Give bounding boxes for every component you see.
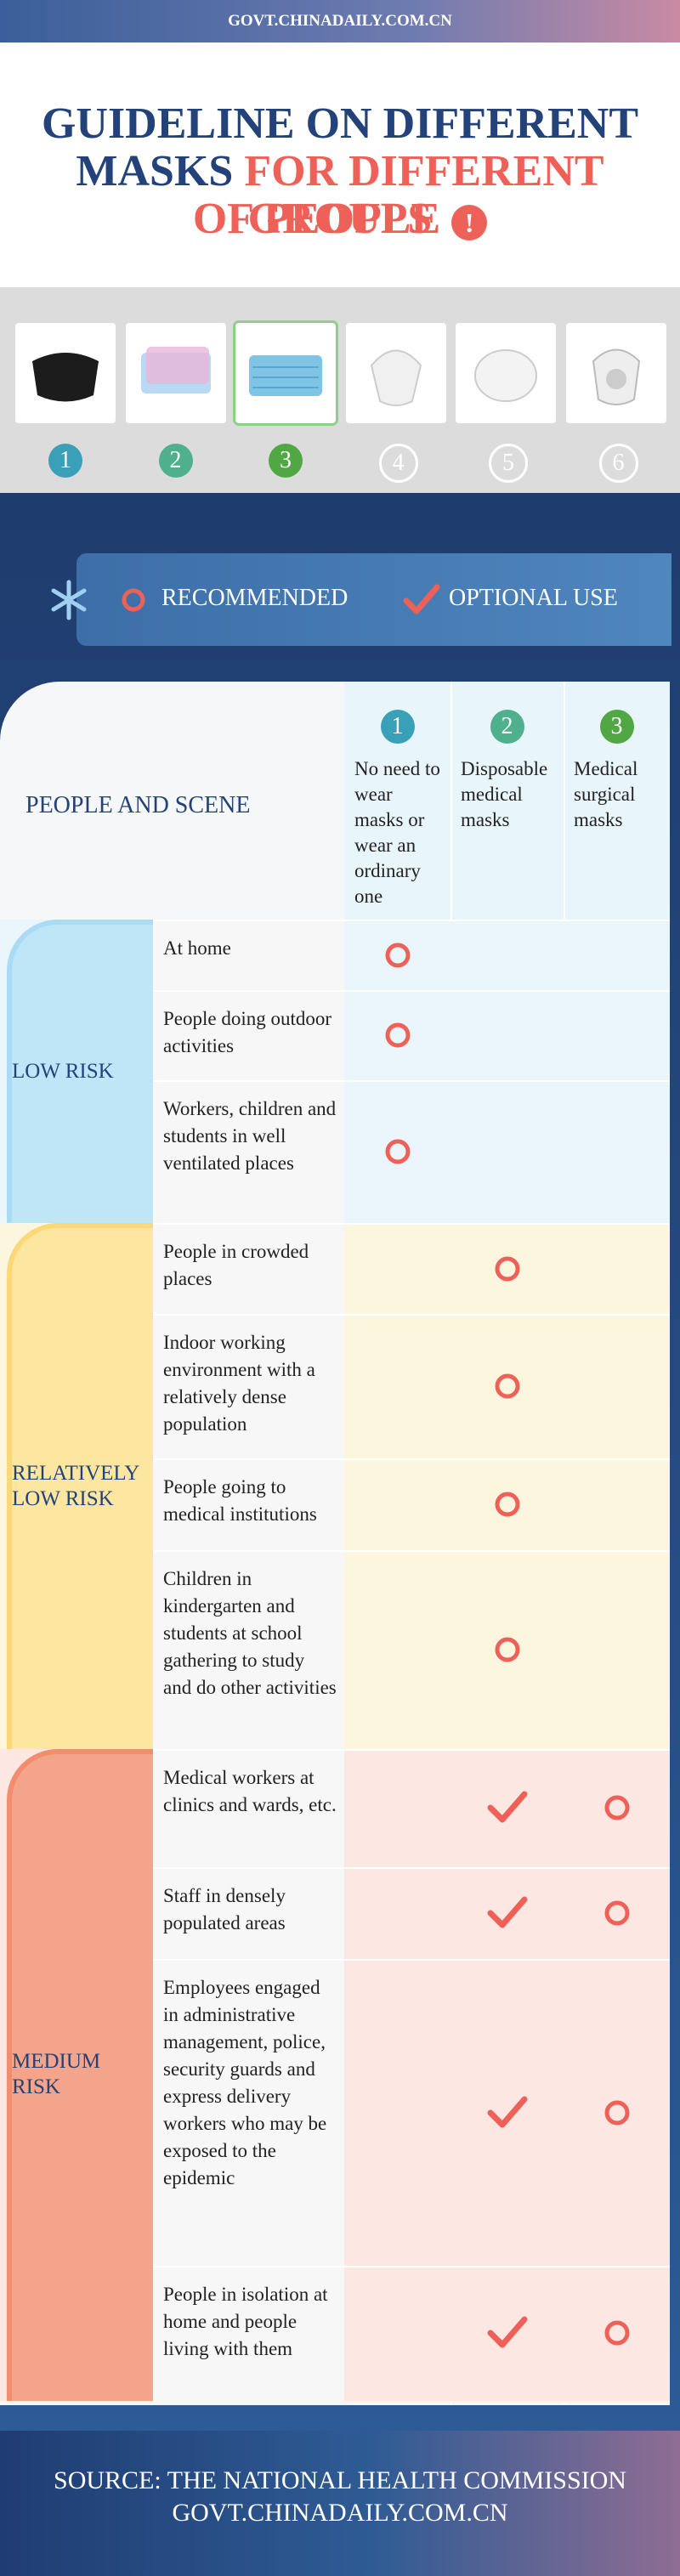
scene-cell	[153, 2266, 344, 2401]
risk-label: LOW RISK	[12, 1059, 114, 1083]
column-label: No need to wear masks or wear an ordinar…	[354, 758, 440, 907]
column-number: 1	[380, 710, 415, 744]
scene-cell	[153, 1866, 344, 1959]
scene-cell	[153, 1313, 344, 1458]
mask-number: 4	[378, 444, 418, 483]
mask-image	[565, 323, 666, 423]
column-number: 2	[490, 710, 524, 744]
column-label: Medical surgical masks	[574, 758, 638, 830]
scene-cell	[153, 1458, 344, 1550]
mask-number: 3	[269, 444, 303, 478]
recommended-mark	[385, 943, 410, 968]
row-divider	[344, 990, 670, 993]
scene-text: People in crowded places	[163, 1241, 309, 1290]
recommended-mark	[604, 2320, 629, 2346]
scene-text: Employees engaged in administrative mana…	[163, 1976, 327, 2188]
title-line: OF PEOPLE !	[0, 195, 680, 243]
row-divider	[344, 1958, 670, 1961]
recommended-mark	[495, 1256, 519, 1282]
mask-drawing	[592, 348, 640, 405]
row-divider	[344, 1080, 670, 1083]
row-divider	[344, 2266, 670, 2268]
risk-label: RELATIVELY LOW RISK	[12, 1461, 139, 1510]
column-label: Disposable medical masks	[461, 758, 548, 830]
scene-text: People going to medical institutions	[163, 1475, 317, 1525]
title-part: FOR DIFFERENT GROUPS	[244, 147, 604, 243]
footer-source: SOURCE: THE NATIONAL HEALTH COMMISSION	[54, 2466, 626, 2494]
mask-drawing	[370, 349, 422, 406]
scene-text: Workers, children and students in well v…	[163, 1098, 337, 1175]
scene-text: Medical workers at clinics and wards, et…	[163, 1766, 337, 1815]
legend: RECOMMENDED OPTIONAL USE	[51, 553, 672, 646]
row-divider	[344, 1549, 670, 1552]
recommended-mark	[495, 1373, 519, 1399]
recommended-mark	[604, 2100, 629, 2126]
mask-number: 5	[489, 444, 528, 483]
recommended-mark	[604, 1795, 629, 1820]
optional-mark	[487, 2096, 527, 2128]
mask-drawing	[140, 347, 211, 393]
mask-image	[15, 323, 116, 423]
footer-site: GOVT.CHINADAILY.COM.CN	[172, 2499, 508, 2527]
recommended-mark	[385, 1139, 410, 1164]
scene-text: People doing outdoor activities	[163, 1008, 332, 1057]
scene-text: At home	[163, 937, 231, 959]
optional-mark	[487, 1896, 527, 1928]
row-divider	[344, 1458, 670, 1460]
risk-column	[7, 1223, 153, 1749]
optional-icon	[403, 584, 440, 614]
scene-cell	[153, 1223, 344, 1314]
scene-cell	[153, 1080, 344, 1224]
mask-drawing	[32, 353, 99, 402]
legend-label: OPTIONAL USE	[449, 585, 618, 611]
recommended-mark	[495, 1492, 519, 1517]
row-divider	[344, 1866, 670, 1869]
optional-mark	[487, 1791, 527, 1823]
scene-text: People in isolation at home and people l…	[163, 2284, 328, 2360]
scene-cell	[153, 920, 344, 991]
mask-image	[125, 323, 226, 423]
row-divider	[344, 1313, 670, 1316]
mask-number: 2	[158, 444, 193, 478]
risk-label: MEDIUM RISK	[12, 2050, 101, 2099]
recommended-mark	[604, 1900, 629, 1926]
scene-cell	[153, 1549, 344, 1749]
mask-number: 6	[598, 444, 638, 483]
column-number: 3	[599, 710, 634, 744]
risk-column	[7, 1748, 153, 2401]
mask-number: 1	[48, 444, 82, 478]
mask-image	[345, 323, 446, 423]
row-divider	[344, 1223, 670, 1226]
scene-text: Children in kindergarten and students at…	[163, 1567, 337, 1698]
mask-image	[233, 320, 338, 426]
row-divider	[344, 920, 670, 921]
scene-text: Indoor working environment with a relati…	[163, 1331, 315, 1435]
title-part: MASKS	[76, 147, 234, 195]
recommended-mark	[495, 1637, 519, 1662]
recommended-icon	[122, 588, 145, 612]
site-bar: GOVT.CHINADAILY.COM.CN	[0, 0, 680, 42]
table: PEOPLE AND SCENE 1 No need to wear masks o…	[0, 682, 670, 2405]
snowflake-icon	[51, 580, 87, 620]
alert-icon: !	[451, 205, 488, 241]
row-divider	[344, 1748, 670, 1751]
mask-image	[456, 323, 556, 423]
optional-mark	[487, 2316, 527, 2348]
scene-text: Staff in densely populated areas	[163, 1884, 286, 1933]
title-line: GUIDELINE ON DIFFERENT	[41, 99, 639, 148]
mask-drawing	[474, 349, 537, 402]
scene-cell	[153, 1958, 344, 2267]
footer: SOURCE: THE NATIONAL HEALTH COMMISSION G…	[0, 2431, 680, 2576]
corner-label: PEOPLE AND SCENE	[26, 792, 251, 818]
risk-column	[7, 920, 153, 1224]
scene-cell	[153, 990, 344, 1081]
recommended-mark	[385, 1022, 410, 1048]
title-part: OF PEOPLE	[192, 195, 441, 243]
title-line: MASKS FOR DIFFERENT GROUPS	[0, 148, 680, 243]
scene-cell	[153, 1748, 344, 1867]
legend-label: RECOMMENDED	[162, 585, 348, 611]
mask-drawing	[249, 355, 322, 396]
